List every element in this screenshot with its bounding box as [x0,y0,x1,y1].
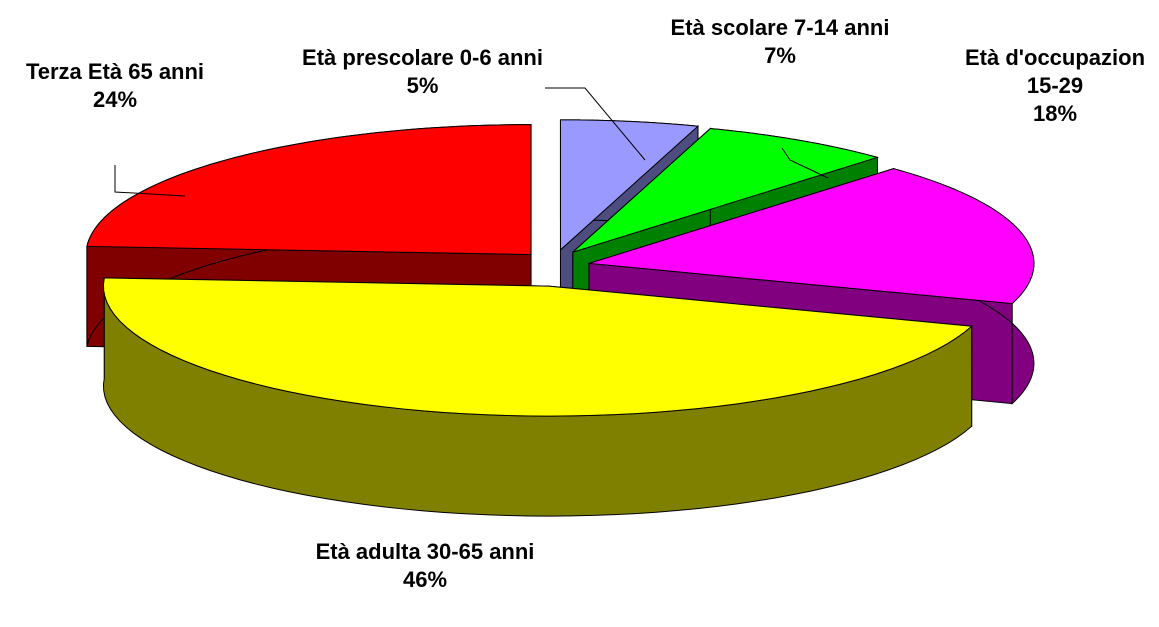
slice-top [559,119,700,251]
category-label: Età d'occupazion 15-29 [964,45,1146,98]
leader-line [545,87,646,161]
slice-label: Terza Età 65 anni 24% [10,58,220,114]
category-label: Terza Età 65 anni [25,59,205,84]
slice-label: Età adulta 30-65 anni 46% [290,538,560,594]
slice-label: Età scolare 7-14 anni 7% [655,14,905,70]
leader-line [114,165,186,197]
value-label: 24% [92,87,138,112]
category-label: Età adulta 30-65 anni [315,539,535,564]
slice-label: Età d'occupazion 15-29 18% [960,44,1150,128]
slice-top [86,124,532,256]
leader-line [781,147,829,179]
value-label: 5% [406,73,439,98]
slice-label: Età prescolare 0-6 anni 5% [300,44,545,100]
category-label: Età prescolare 0-6 anni [302,45,543,70]
category-label: Età scolare 7-14 anni [670,15,890,40]
slice-top [572,128,880,253]
value-label: 46% [402,567,448,592]
slice-top [102,277,973,417]
value-label: 18% [1032,101,1078,126]
value-label: 7% [764,43,796,68]
slice-top [588,168,1035,305]
